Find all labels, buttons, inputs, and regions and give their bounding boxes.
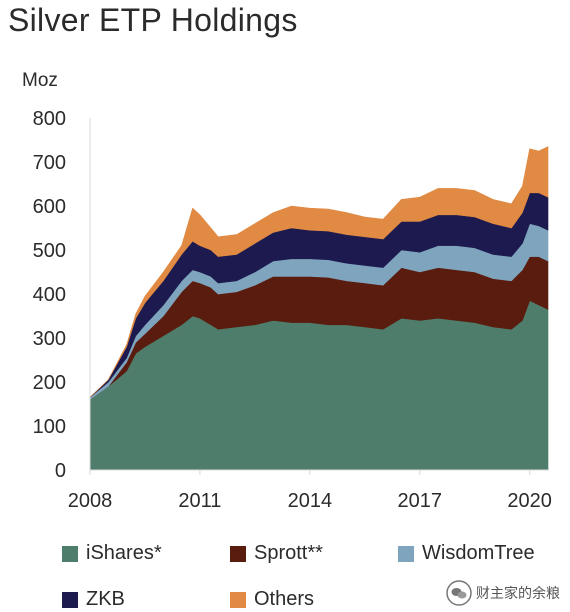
legend-label: iShares* bbox=[86, 542, 162, 564]
x-tick-label: 2020 bbox=[507, 490, 552, 512]
legend-swatch bbox=[62, 545, 78, 562]
legend-item-wisdomtree: WisdomTree bbox=[398, 542, 535, 565]
area-layers bbox=[89, 146, 549, 471]
legend-swatch bbox=[230, 591, 246, 608]
watermark-text: 财主家的余粮 bbox=[476, 585, 560, 601]
legend-item-others: Others bbox=[230, 588, 314, 611]
legend-item-ishares: iShares* bbox=[62, 542, 162, 565]
y-tick-label: 300 bbox=[33, 328, 66, 350]
legend-swatch bbox=[230, 545, 246, 562]
y-tick-label: 800 bbox=[33, 108, 66, 130]
legend-label: Others bbox=[254, 588, 315, 610]
legend-item-zkb: ZKB bbox=[62, 588, 125, 611]
chart-title: Silver ETP Holdings bbox=[8, 2, 298, 38]
area-others bbox=[89, 146, 549, 398]
x-tick-label: 2014 bbox=[288, 490, 333, 512]
x-tick-label: 2017 bbox=[398, 490, 443, 512]
y-axis-label: Moz bbox=[22, 70, 58, 91]
y-tick-label: 0 bbox=[55, 460, 66, 482]
x-tick-label: 2011 bbox=[178, 490, 221, 512]
legend-item-sprott: Sprott** bbox=[230, 542, 323, 565]
y-tick-label: 500 bbox=[33, 240, 66, 262]
wechat-icon bbox=[446, 580, 472, 606]
watermark: 财主家的余粮 bbox=[446, 580, 560, 606]
legend-label: ZKB bbox=[86, 588, 125, 610]
y-tick-label: 400 bbox=[33, 284, 66, 306]
legend-swatch bbox=[398, 545, 414, 562]
y-tick-label: 200 bbox=[33, 372, 66, 394]
legend-label: WisdomTree bbox=[422, 542, 535, 564]
y-tick-label: 100 bbox=[33, 416, 66, 438]
axes: Moz 0 100 200 300 400 500 600 700 800 2008 2011 2014… bbox=[22, 70, 552, 512]
y-tick-label: 700 bbox=[33, 152, 66, 174]
y-tick-label: 600 bbox=[33, 196, 66, 218]
legend-label: Sprott** bbox=[254, 542, 323, 564]
x-tick-label: 2008 bbox=[68, 490, 113, 512]
legend-swatch bbox=[62, 591, 78, 608]
